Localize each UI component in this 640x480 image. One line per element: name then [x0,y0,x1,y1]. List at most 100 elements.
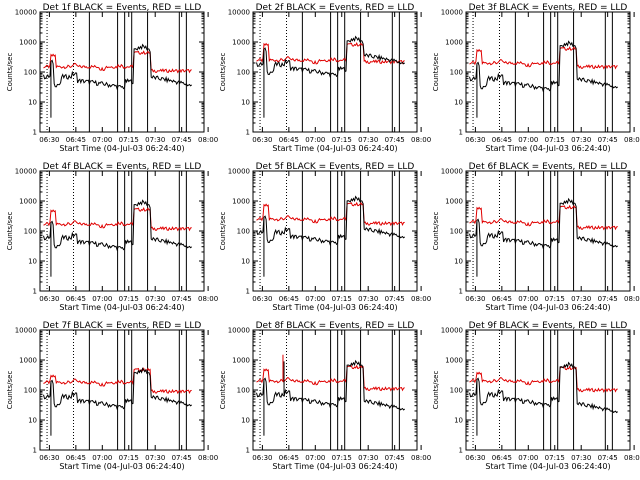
x-tick-label: 06:45 [279,454,299,462]
panel-title: Det 1f BLACK = Events, RED = LLD [43,3,202,13]
y-tick-label: 100 [24,228,37,236]
lld-series-line [256,41,405,65]
y-tick-label: 1000 [19,198,37,206]
events-series-line [469,197,619,250]
x-tick-label: 06:30 [252,136,272,144]
x-tick-label: 08:00 [624,454,640,462]
y-axis-label: Counts/sec [6,371,14,410]
x-tick-label: 08:00 [624,295,640,303]
x-tick-label: 06:45 [492,136,512,144]
y-tick-label: 10 [28,258,37,266]
x-tick-label: 07:15 [332,295,352,303]
y-axis-label: Counts/sec [432,212,440,251]
x-tick-label: 06:45 [66,295,86,303]
x-tick-label: 07:00 [92,454,112,462]
x-tick-label: 07:00 [92,136,112,144]
y-tick-label: 10000 [441,9,463,17]
y-tick-label: 100 [450,228,463,236]
panel-2f: Det 2f BLACK = Events, RED = LLD 1 10 100 10… [219,3,431,153]
y-tick-label: 1000 [445,357,463,365]
y-tick-label: 1000 [19,39,37,47]
y-tick-label: 1 [246,288,250,296]
panel-1f: Det 1f BLACK = Events, RED = LLD 1 10 100 10… [6,3,218,153]
events-series-line [43,43,193,91]
y-axis-label: Counts/sec [432,371,440,410]
y-tick-label: 100 [24,387,37,395]
x-tick-label: 06:30 [465,295,485,303]
lld-series-line [469,204,618,231]
x-tick-label: 07:15 [545,454,565,462]
x-tick-label: 06:30 [39,295,59,303]
x-tick-label: 06:45 [492,295,512,303]
y-tick-label: 10000 [15,327,37,335]
x-tick-label: 07:30 [145,295,165,303]
y-tick-label: 1000 [232,357,250,365]
y-tick-label: 1 [33,288,37,296]
x-axis-label: Start Time (04-Jul-03 06:24:40) [59,303,184,312]
y-tick-label: 100 [237,69,250,77]
x-tick-label: 07:00 [305,454,325,462]
x-tick-label: 07:15 [332,454,352,462]
x-tick-label: 07:00 [518,454,538,462]
x-tick-label: 06:30 [39,136,59,144]
events-series-line [469,40,619,93]
x-tick-label: 06:45 [66,136,86,144]
x-tick-label: 06:30 [252,295,272,303]
y-axis-label: Counts/sec [219,371,227,410]
y-tick-label: 10 [241,417,250,425]
y-tick-label: 10000 [15,9,37,17]
panel-title: Det 8f BLACK = Events, RED = LLD [256,321,415,331]
x-tick-label: 07:45 [598,295,618,303]
y-tick-label: 1 [459,447,463,455]
x-tick-label: 06:45 [492,454,512,462]
y-tick-label: 1000 [232,39,250,47]
panel-3f: Det 3f BLACK = Events, RED = LLD 1 10 100 10… [432,3,640,153]
y-axis-label: Counts/sec [6,212,14,251]
y-tick-label: 1 [33,129,37,137]
lld-series-line [43,206,192,232]
x-axis-label: Start Time (04-Jul-03 06:24:40) [485,462,610,471]
y-tick-label: 10 [454,417,463,425]
events-series-line [256,359,406,411]
y-tick-label: 10 [28,99,37,107]
lld-series-line [256,201,405,227]
x-tick-label: 07:15 [119,295,139,303]
x-axis-label: Start Time (04-Jul-03 06:24:40) [485,303,610,312]
x-tick-label: 07:15 [545,295,565,303]
panel-title: Det 4f BLACK = Events, RED = LLD [43,162,202,172]
y-tick-label: 10000 [228,9,250,17]
x-tick-label: 07:30 [571,136,591,144]
x-tick-label: 07:15 [332,136,352,144]
x-tick-label: 07:30 [358,136,378,144]
y-tick-label: 10000 [228,168,250,176]
x-axis-label: Start Time (04-Jul-03 06:24:40) [272,144,397,153]
x-tick-label: 07:30 [145,454,165,462]
y-tick-label: 1 [246,447,250,455]
panel-title: Det 6f BLACK = Events, RED = LLD [469,162,628,172]
x-tick-label: 07:45 [598,454,618,462]
y-tick-label: 10000 [441,327,463,335]
x-tick-label: 07:00 [518,136,538,144]
y-axis-label: Counts/sec [219,212,227,251]
y-tick-label: 100 [450,69,463,77]
y-tick-label: 10 [454,99,463,107]
events-series-line [256,35,406,78]
panel-title: Det 7f BLACK = Events, RED = LLD [43,321,202,331]
lld-series-line [43,367,192,395]
events-series-line [43,367,193,411]
x-tick-label: 06:45 [279,136,299,144]
x-tick-label: 07:45 [385,136,405,144]
x-axis-label: Start Time (04-Jul-03 06:24:40) [272,303,397,312]
x-tick-label: 07:15 [119,136,139,144]
x-tick-label: 07:30 [358,295,378,303]
y-tick-label: 10000 [441,168,463,176]
y-tick-label: 1 [33,447,37,455]
panel-title: Det 9f BLACK = Events, RED = LLD [469,321,628,331]
y-tick-label: 100 [24,69,37,77]
y-tick-label: 1 [246,129,250,137]
y-tick-label: 10 [454,258,463,266]
x-tick-label: 06:30 [39,454,59,462]
y-tick-label: 1000 [232,198,250,206]
x-axis-label: Start Time (04-Jul-03 06:24:40) [272,462,397,471]
x-tick-label: 08:00 [411,136,431,144]
